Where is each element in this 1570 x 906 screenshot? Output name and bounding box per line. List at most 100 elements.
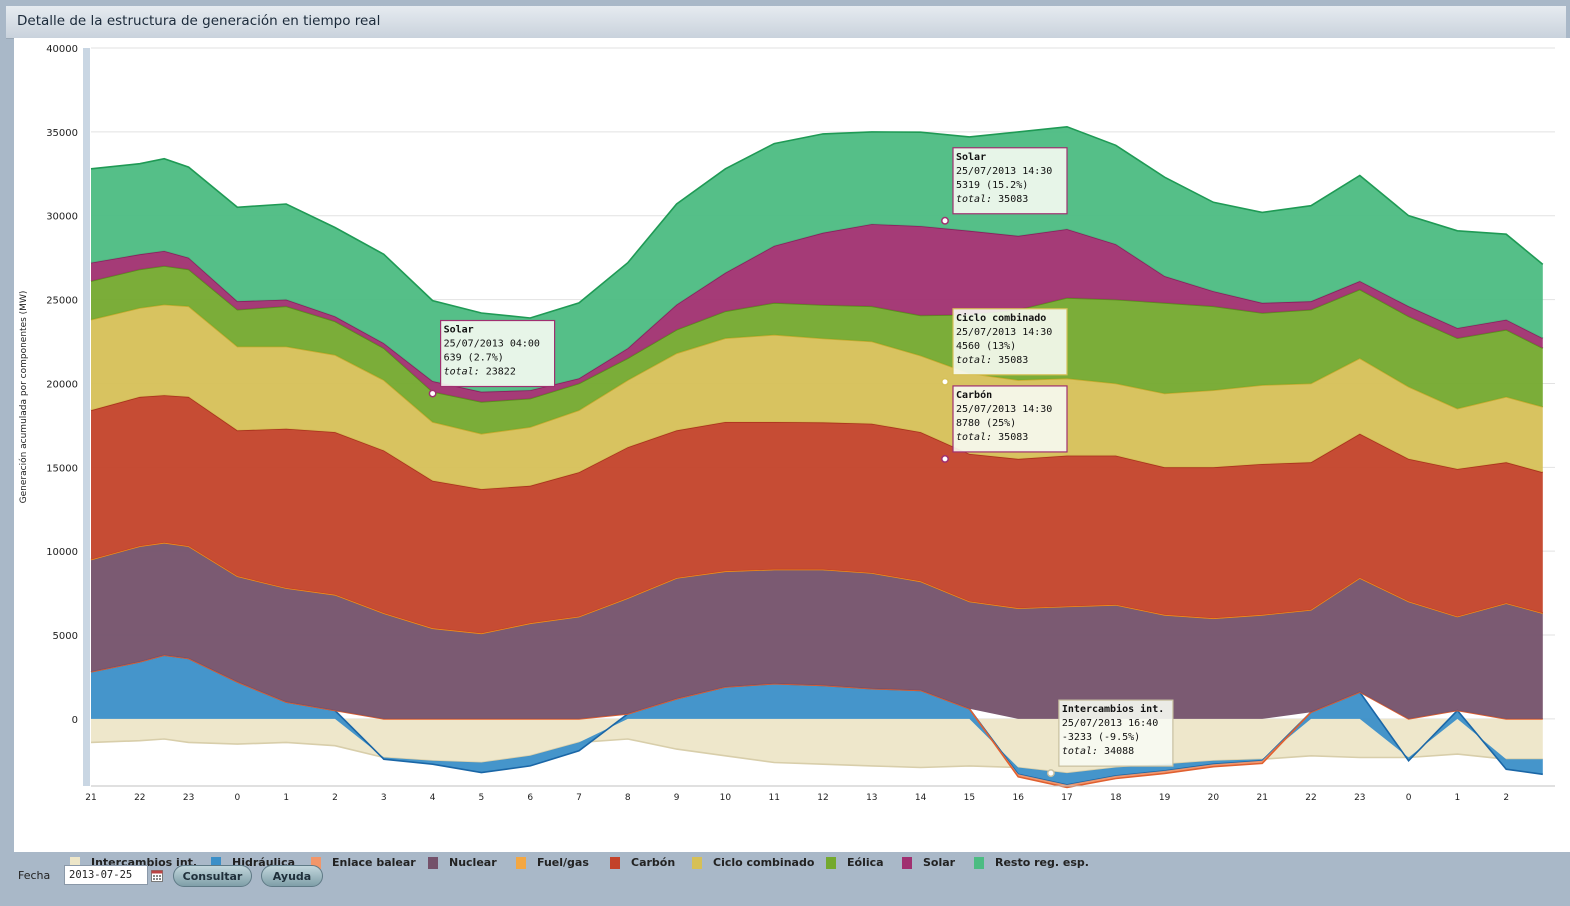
tooltip-value: 4560 (13%) <box>956 341 1016 352</box>
x-tick-label: 4 <box>430 793 436 803</box>
line-intercambios-int <box>90 738 1543 774</box>
x-tick-label: 0 <box>1406 793 1412 803</box>
tooltip-title: Solar <box>444 325 474 336</box>
consult-button[interactable]: Consultar <box>173 865 252 887</box>
legend-swatch <box>610 857 620 869</box>
tooltip-total: total: 35083 <box>956 194 1028 205</box>
tooltip-marker <box>428 389 437 398</box>
area-solar <box>91 224 1543 402</box>
x-tick-label: 22 <box>1305 793 1316 803</box>
tooltip-total: total: 35083 <box>956 432 1028 443</box>
area-eolica <box>91 266 1543 434</box>
x-tick-label: 6 <box>527 793 533 803</box>
legend-swatch <box>902 857 912 869</box>
legend-label: Carbón <box>631 856 676 869</box>
legend-swatch <box>311 857 321 869</box>
area-ciclo-combinado <box>91 304 1543 490</box>
legend-label: Nuclear <box>449 856 497 869</box>
x-tick-label: 18 <box>1110 793 1122 803</box>
tooltip-marker <box>941 454 949 463</box>
x-tick-label: 0 <box>235 793 241 803</box>
x-tick-label: 22 <box>134 793 145 803</box>
y-axis-title: Generación acumulada por componentes (MW… <box>18 291 29 504</box>
legend-swatch <box>516 857 526 869</box>
y-tick-label: 25000 <box>46 296 78 307</box>
legend-label: Fuel/gas <box>537 856 589 869</box>
legend-swatch <box>70 857 80 869</box>
tooltip-total: total: 34088 <box>1062 746 1134 757</box>
x-tick-label: 5 <box>479 793 485 803</box>
tooltip-marker <box>941 216 949 225</box>
x-tick-label: 21 <box>85 793 96 803</box>
legend-label: Resto reg. esp. <box>995 856 1089 869</box>
x-tick-label: 21 <box>1256 793 1267 803</box>
legend-swatch <box>826 857 836 869</box>
x-tick-label: 15 <box>964 793 975 803</box>
tooltip-date: 25/07/2013 14:30 <box>956 327 1052 338</box>
x-tick-label: 8 <box>625 793 631 803</box>
x-tick-label: 23 <box>183 793 194 803</box>
tooltip-box <box>952 147 1068 215</box>
chart-panel: 0 5000 10000 15000 20000 25000 30000 35000 40000… <box>14 38 1570 869</box>
tooltip-total: total: 35083 <box>956 355 1028 366</box>
tooltip-marker <box>941 377 949 386</box>
x-tick-label: 9 <box>674 793 680 803</box>
y-tick-label: 5000 <box>53 631 78 642</box>
legend-swatch <box>692 857 702 869</box>
y-tick-label: 0 <box>72 715 78 726</box>
help-button[interactable]: Ayuda <box>261 865 323 887</box>
y-tick-label: 30000 <box>46 212 78 223</box>
x-tick-label: 16 <box>1012 793 1024 803</box>
y-tick-label: 10000 <box>46 547 78 558</box>
axis-layer: 0 5000 10000 15000 20000 25000 30000 35000 40000… <box>18 44 1555 803</box>
x-tick-label: 17 <box>1061 793 1072 803</box>
tooltip-box <box>1058 699 1174 767</box>
x-tick-label: 10 <box>720 793 732 803</box>
tooltip-value: 639 (2.7%) <box>444 353 504 364</box>
y-tick-label: 20000 <box>46 379 78 390</box>
x-tick-label: 1 <box>283 793 289 803</box>
tooltip-total: total: 23822 <box>444 367 516 378</box>
x-tick-label: 13 <box>866 793 877 803</box>
area-intercambios-int <box>91 718 1543 774</box>
generation-chart[interactable]: 0 5000 10000 15000 20000 25000 30000 35000 40000… <box>14 38 1570 818</box>
calendar-icon[interactable] <box>151 870 163 882</box>
x-tick-label: 7 <box>576 793 582 803</box>
window-title: Detalle de la estructura de generación e… <box>17 13 381 29</box>
legend-label: Ciclo combinado <box>713 856 815 869</box>
tooltip-title: Solar <box>956 152 986 163</box>
x-tick-label: 3 <box>381 793 387 803</box>
tooltip-value: 5319 (15.2%) <box>956 180 1028 191</box>
legend-label: Enlace balear <box>332 856 416 869</box>
legend-swatch <box>211 857 221 869</box>
date-label: Fecha <box>18 869 51 882</box>
tooltip-box <box>952 385 1068 453</box>
tooltip-layer: Solar 25/07/2013 04:00 639 (2.7%) total: 23… <box>428 147 1174 778</box>
x-tick-label: 20 <box>1208 793 1220 803</box>
x-tick-label: 11 <box>768 793 779 803</box>
x-tick-label: 19 <box>1159 793 1171 803</box>
legend-swatch <box>428 857 438 869</box>
area-layer <box>90 125 1544 789</box>
tooltip-title: Carbón <box>956 389 992 401</box>
tooltip-box <box>440 319 556 388</box>
legend-label: Eólica <box>847 856 884 869</box>
x-tick-label: 23 <box>1354 793 1365 803</box>
tooltip-date: 25/07/2013 04:00 <box>444 339 540 350</box>
x-tick-label: 2 <box>332 793 338 803</box>
x-tick-label: 1 <box>1455 793 1461 803</box>
x-tick-label: 12 <box>817 793 828 803</box>
tooltip-date: 25/07/2013 14:30 <box>956 166 1052 177</box>
tooltip-marker <box>1046 769 1055 778</box>
tooltip-value: 8780 (25%) <box>956 418 1016 429</box>
tooltip-box <box>952 308 1068 376</box>
area-carbon <box>91 395 1543 634</box>
title-bar: Detalle de la estructura de generación e… <box>6 6 1566 39</box>
area-nuclear <box>91 542 1543 719</box>
y-tick-label: 40000 <box>46 44 78 55</box>
y-tick-label: 35000 <box>46 128 78 139</box>
date-input[interactable] <box>64 865 148 885</box>
tooltip-title: Intercambios int. <box>1062 703 1164 715</box>
legend-label: Solar <box>923 856 956 869</box>
tooltip-value: -3233 (-9.5%) <box>1062 732 1140 743</box>
